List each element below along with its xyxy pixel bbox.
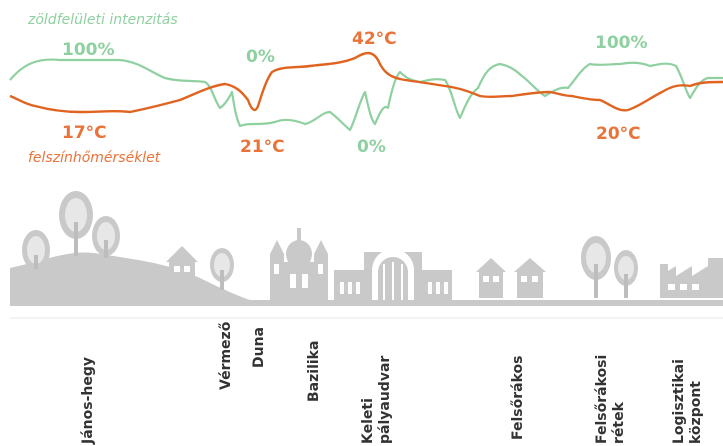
place-logisztikai-kozpont: Logisztikai központ <box>671 354 704 444</box>
temp-label-vermezo: 21°C <box>240 137 285 157</box>
tree-icon <box>22 230 50 270</box>
place-bazilika: Bazilika <box>306 341 322 402</box>
place-felsorakos: Felsőrákos <box>510 356 526 440</box>
church-icon <box>270 228 328 300</box>
legend-surface-temperature: felszínhőmérséklet <box>28 150 161 166</box>
green-intensity-line <box>9 58 723 132</box>
house-icon <box>166 246 198 284</box>
tree-icon <box>210 248 234 290</box>
temp-label-bazilika: 42°C <box>352 29 397 49</box>
railway-station-icon <box>334 249 452 300</box>
temp-label-felsorakosi-retek: 20°C <box>596 124 641 144</box>
house-icon <box>514 258 546 298</box>
place-felsorakosi-retek: Felsőrákosi rétek <box>594 350 627 444</box>
place-vermezo: Vérmező <box>218 321 234 390</box>
house-icon <box>476 258 506 298</box>
tree-icon <box>614 250 638 298</box>
green-label-vermezo: 0% <box>246 47 275 67</box>
temperature-line <box>9 51 723 114</box>
tree-icon <box>581 236 611 298</box>
green-label-felsorakosi-retek: 100% <box>595 33 648 53</box>
tree-icon <box>59 191 93 256</box>
place-duna: Duna <box>251 327 267 368</box>
factory-icon <box>660 258 723 298</box>
place-keleti: Keleti pályaudvar <box>360 356 393 444</box>
ground-strip <box>10 300 723 306</box>
legend-green-intensity: zöldfelületi intenzitás <box>27 12 178 28</box>
tree-icon <box>92 216 120 258</box>
green-label-keleti: 0% <box>357 137 386 157</box>
place-janos-hegy: János-hegy <box>80 357 96 445</box>
hill-silhouette <box>10 252 723 306</box>
green-label-janos-hegy: 100% <box>62 40 115 60</box>
temp-label-janos-hegy: 17°C <box>62 123 107 143</box>
